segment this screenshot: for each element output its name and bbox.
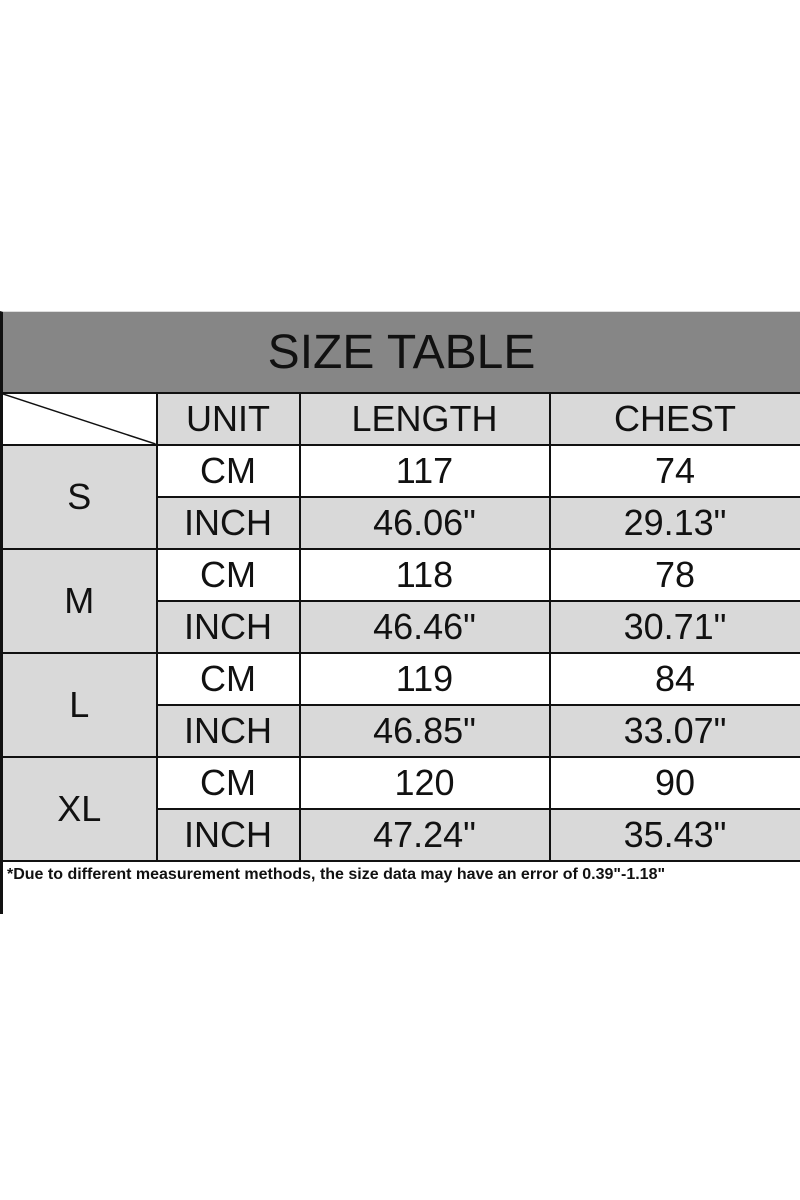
chest-cell: 35.43" xyxy=(548,808,800,862)
unit-cell: INCH xyxy=(155,496,301,550)
unit-cell: INCH xyxy=(155,704,301,758)
size-table: UNIT LENGTH CHEST S CM 117 74 INCH 46.06"… xyxy=(0,392,800,862)
unit-cell: CM xyxy=(155,652,301,706)
size-label: XL xyxy=(0,756,158,862)
header-length: LENGTH xyxy=(298,392,551,446)
header-row: UNIT LENGTH CHEST xyxy=(0,392,800,446)
table-row-cm: S CM 117 74 xyxy=(0,444,800,550)
measurement-note: *Due to different measurement methods, t… xyxy=(0,862,800,914)
length-cell: 118 xyxy=(298,548,551,602)
unit-cell: INCH xyxy=(155,808,301,862)
unit-cell: INCH xyxy=(155,600,301,654)
chest-cell: 84 xyxy=(548,652,800,706)
length-cell: 119 xyxy=(298,652,551,706)
length-cell: 46.06" xyxy=(298,496,551,550)
chest-cell: 74 xyxy=(548,444,800,498)
table-row-cm: M CM 118 78 xyxy=(0,548,800,654)
table-row-inch: INCH 47.24" 35.43" xyxy=(2,808,800,862)
size-label: M xyxy=(0,548,158,654)
header-unit: UNIT xyxy=(155,392,301,446)
chest-cell: 30.71" xyxy=(548,600,800,654)
header-chest: CHEST xyxy=(548,392,800,446)
size-label: L xyxy=(0,652,158,758)
chest-cell: 29.13" xyxy=(548,496,800,550)
unit-cell: CM xyxy=(155,756,301,810)
unit-cell: CM xyxy=(155,444,301,498)
length-cell: 46.46" xyxy=(298,600,551,654)
length-cell: 47.24" xyxy=(298,808,551,862)
table-row-inch: INCH 46.06" 29.13" xyxy=(2,496,800,550)
table-row-cm: XL CM 120 90 xyxy=(0,756,800,862)
unit-cell: CM xyxy=(155,548,301,602)
length-cell: 120 xyxy=(298,756,551,810)
length-cell: 46.85" xyxy=(298,704,551,758)
chest-cell: 78 xyxy=(548,548,800,602)
table-title: SIZE TABLE xyxy=(0,311,800,392)
table-row-cm: L CM 119 84 xyxy=(0,652,800,758)
chest-cell: 33.07" xyxy=(548,704,800,758)
size-label: S xyxy=(0,444,158,550)
table-row-inch: INCH 46.46" 30.71" xyxy=(2,600,800,654)
size-table-container: SIZE TABLE UNIT LENGTH CHEST S CM 117 74… xyxy=(0,311,800,914)
table-row-inch: INCH 46.85" 33.07" xyxy=(2,704,800,758)
diagonal-corner-cell xyxy=(0,392,158,446)
length-cell: 117 xyxy=(298,444,551,498)
chest-cell: 90 xyxy=(548,756,800,810)
